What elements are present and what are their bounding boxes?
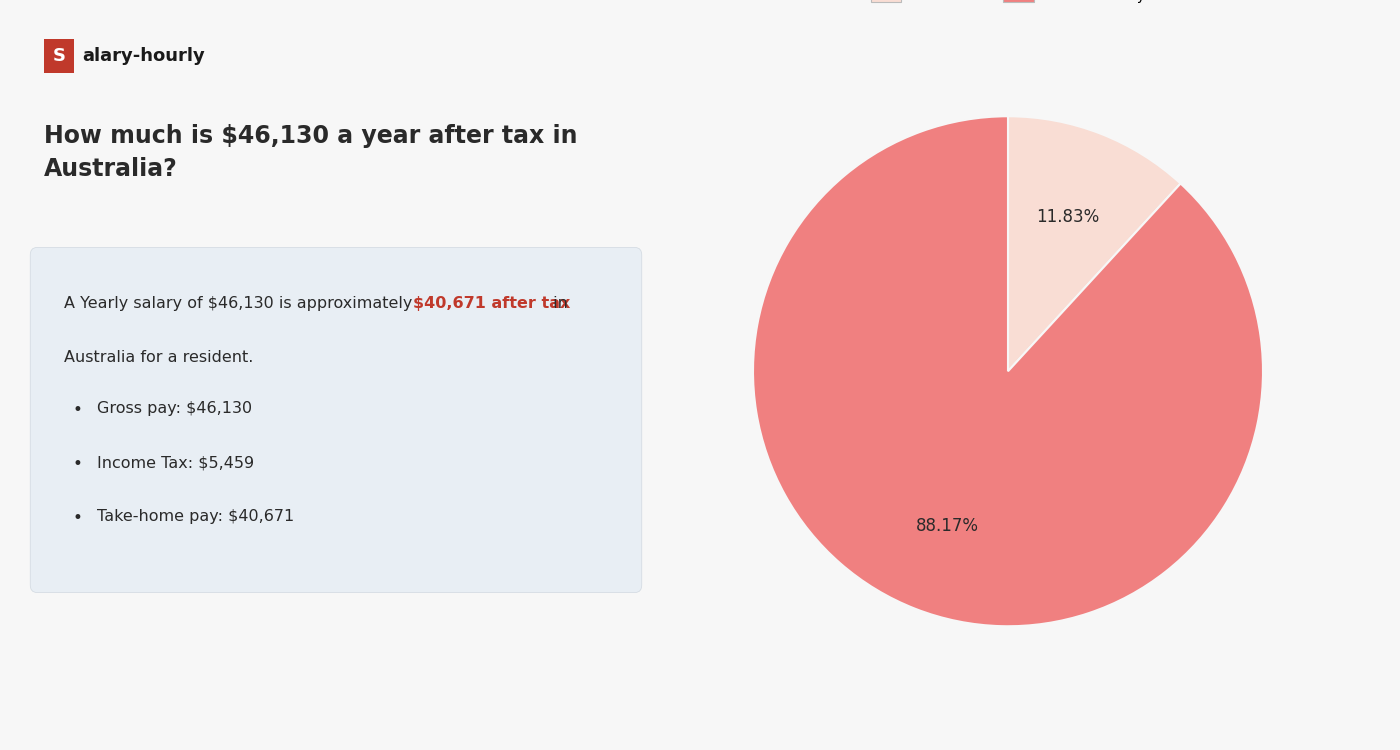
Text: 11.83%: 11.83% <box>1036 208 1100 226</box>
Text: How much is $46,130 a year after tax in
Australia?: How much is $46,130 a year after tax in … <box>43 124 577 182</box>
Text: •: • <box>73 455 83 473</box>
Text: Gross pay: $46,130: Gross pay: $46,130 <box>98 401 252 416</box>
FancyBboxPatch shape <box>31 248 641 592</box>
Text: A Yearly salary of $46,130 is approximately: A Yearly salary of $46,130 is approximat… <box>64 296 417 311</box>
Wedge shape <box>1008 116 1180 371</box>
Text: S: S <box>52 47 66 65</box>
Text: Australia for a resident.: Australia for a resident. <box>64 350 253 365</box>
Text: $40,671 after tax: $40,671 after tax <box>413 296 570 311</box>
Legend: Income Tax, Take-home Pay: Income Tax, Take-home Pay <box>865 0 1151 8</box>
Text: in: in <box>547 296 567 311</box>
Text: Income Tax: $5,459: Income Tax: $5,459 <box>98 455 255 470</box>
Text: 88.17%: 88.17% <box>917 517 980 535</box>
Text: Take-home pay: $40,671: Take-home pay: $40,671 <box>98 509 294 524</box>
Text: alary-hourly: alary-hourly <box>83 47 204 65</box>
Text: •: • <box>73 509 83 527</box>
FancyBboxPatch shape <box>43 39 74 74</box>
Wedge shape <box>753 116 1263 626</box>
Text: •: • <box>73 401 83 419</box>
